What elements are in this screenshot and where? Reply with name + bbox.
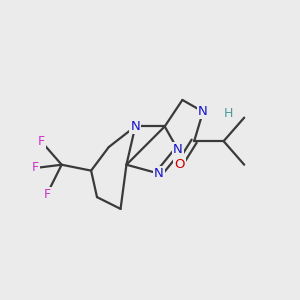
Text: F: F	[38, 135, 45, 148]
Text: N: N	[130, 120, 140, 133]
Text: F: F	[32, 161, 39, 174]
Text: F: F	[44, 188, 50, 201]
Text: O: O	[174, 158, 185, 171]
Text: N: N	[173, 143, 183, 157]
Text: H: H	[223, 107, 233, 120]
Text: N: N	[198, 105, 208, 118]
Text: N: N	[154, 167, 164, 180]
